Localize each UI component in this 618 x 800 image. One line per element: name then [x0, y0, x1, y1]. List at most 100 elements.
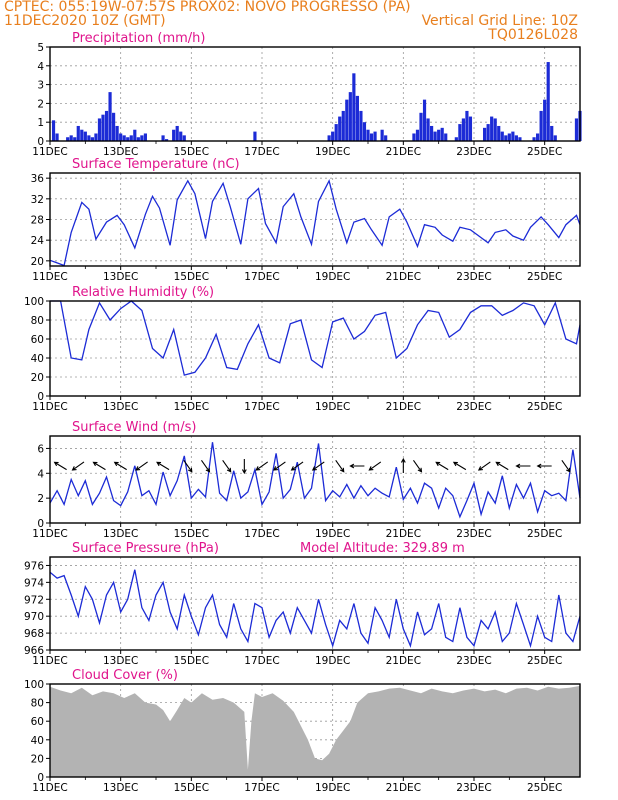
temp-ytick-label: 28: [31, 215, 44, 227]
temp-frame: [49, 172, 581, 267]
precip-bar: [253, 131, 257, 141]
precip-xtick-label: 15DEC: [174, 146, 209, 158]
header-date: 11DEC2020 10Z (GMT): [4, 13, 166, 29]
precip-xtick-label: 17DEC: [244, 146, 279, 158]
rh-xtick-label: 11DEC: [32, 401, 67, 413]
pres-ytick-label: 968: [24, 628, 44, 640]
precip-bar: [352, 73, 356, 141]
precip-bar: [73, 137, 77, 141]
precip-bar: [412, 133, 416, 141]
wind-wind-arrow: [92, 461, 106, 471]
cloud-xtick-label: 25DEC: [527, 782, 562, 794]
precip-bar: [94, 133, 98, 141]
wind-wind-arrow: [183, 459, 193, 473]
precip-bar: [490, 116, 494, 141]
pres-xtick-label: 25DEC: [527, 655, 562, 667]
precip-bar: [433, 131, 437, 141]
rh-ytick-label: 40: [31, 353, 44, 365]
temp-series-line: [49, 178, 581, 267]
precip-bar: [493, 118, 497, 141]
precip-bar: [553, 135, 557, 141]
wind-wind-arrow: [368, 461, 382, 471]
precip-bar: [359, 110, 363, 141]
precip-bar: [80, 129, 84, 141]
wind-wind-arrow: [272, 461, 286, 471]
wind-wind-arrow: [452, 461, 467, 471]
pres-ytick-label: 970: [24, 611, 44, 623]
precip-xtick-label: 11DEC: [32, 146, 67, 158]
rh-xtick-label: 13DEC: [103, 401, 138, 413]
rh-xtick-label: 15DEC: [174, 401, 209, 413]
wind-xtick-label: 17DEC: [244, 528, 279, 540]
pres-xtick-label: 23DEC: [456, 655, 491, 667]
precip-bar: [430, 125, 434, 141]
cloud-title: Cloud Cover (%): [72, 668, 178, 683]
precip-bar: [327, 135, 331, 141]
wind-series-line: [49, 442, 581, 519]
wind-wind-arrow: [222, 459, 232, 473]
precip-bar: [422, 99, 427, 141]
precip-bar: [514, 135, 518, 141]
pres-series-line: [49, 569, 581, 649]
precip-bar: [440, 127, 444, 141]
precip-bar: [483, 127, 487, 141]
precip-bar: [437, 129, 441, 141]
precip-bar: [543, 99, 547, 141]
cloud-ytick-label: 80: [31, 698, 44, 710]
header-line1: CPTEC: 055:19W-07:57S PROX02: NOVO PROGR…: [4, 0, 411, 15]
precip-bar: [76, 125, 80, 141]
precip-bar: [341, 110, 345, 141]
precip-ytick-label: 2: [37, 98, 44, 110]
precip-bar: [465, 110, 469, 141]
wind-xtick-label: 21DEC: [386, 528, 421, 540]
cloud-frame: [49, 683, 581, 778]
precip-bar: [518, 137, 522, 141]
wind-wind-arrow: [536, 463, 552, 469]
wind-xtick-label: 11DEC: [32, 528, 67, 540]
pres-title: Surface Pressure (hPa): [72, 541, 219, 556]
precip-frame: [49, 46, 581, 142]
rh-series-line: [50, 300, 581, 376]
temp-xtick-label: 15DEC: [174, 271, 209, 283]
precip-bar: [454, 137, 458, 141]
precip-bar: [426, 118, 430, 141]
precip-xtick-label: 19DEC: [315, 146, 350, 158]
precip-bar: [115, 125, 119, 141]
precip-xtick-label: 23DEC: [456, 146, 491, 158]
pres-ytick-label: 976: [24, 560, 44, 572]
pres-xtick-label: 17DEC: [244, 655, 279, 667]
pres-ytick-label: 972: [24, 594, 44, 606]
rh-xtick-label: 21DEC: [386, 401, 421, 413]
wind-wind-arrow: [515, 463, 531, 469]
precip-bar: [546, 62, 550, 141]
wind-xtick-label: 15DEC: [174, 528, 209, 540]
precip-bar: [486, 124, 490, 141]
precip-xtick-label: 25DEC: [527, 146, 562, 158]
pres-ytick-label: 974: [24, 577, 44, 589]
wind-wind-arrow: [290, 461, 304, 471]
header-grid-note: Vertical Grid Line: 10Z: [421, 13, 578, 29]
precip-bar: [574, 118, 579, 141]
precip-bar: [87, 135, 91, 141]
rh-ytick-label: 60: [31, 334, 44, 346]
precip-bar: [331, 131, 335, 141]
precip-bar: [51, 120, 56, 141]
precip-ytick-label: 1: [37, 117, 44, 129]
wind-wind-arrow: [113, 461, 127, 471]
wind-wind-arrow: [349, 463, 365, 469]
wind-xtick-label: 19DEC: [315, 528, 350, 540]
precip-bar: [369, 133, 374, 141]
precip-ytick-label: 4: [37, 61, 44, 73]
wind-ytick-label: 2: [37, 493, 44, 505]
wind-wind-arrow: [413, 459, 423, 473]
precip-bar: [384, 135, 388, 141]
wind-wind-arrow: [71, 461, 85, 471]
pres-ytick-label: 966: [24, 645, 44, 657]
rh-ytick-label: 0: [37, 391, 44, 403]
cloud-xtick-label: 13DEC: [103, 782, 138, 794]
precip-bar: [461, 118, 465, 141]
precip-bar: [419, 112, 423, 141]
cloud-area: [50, 685, 580, 777]
precip-bar: [504, 135, 508, 141]
temp-xtick-label: 19DEC: [315, 271, 350, 283]
